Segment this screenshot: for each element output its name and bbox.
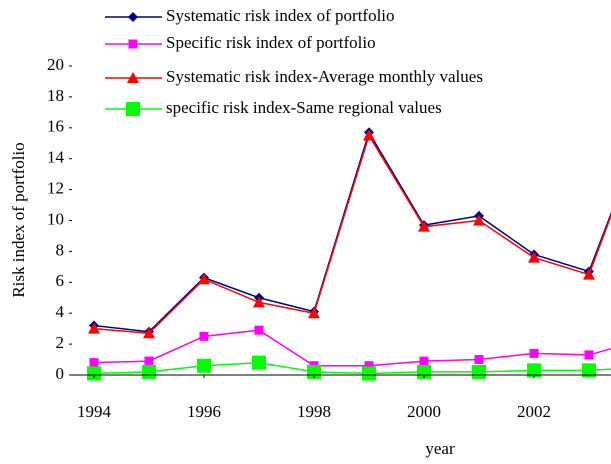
marker [128,39,138,49]
marker [473,214,485,226]
marker [198,273,210,285]
marker [528,251,540,263]
x-axis-label: year [425,439,455,458]
plot-area [87,127,611,381]
marker [126,102,140,116]
legend-label: specific risk index-Same regional values [166,98,442,117]
y-axis-label: Risk index of portfolio [9,142,28,297]
y-tick-label: 20 [47,55,64,74]
marker [472,364,486,379]
marker [88,322,100,334]
marker [127,72,139,83]
marker [89,358,99,368]
marker [143,327,155,339]
y-tick-label: 10 [47,209,64,228]
marker [364,361,374,371]
y-tick-label: 18 [47,86,64,105]
series-line [93,329,611,367]
marker [144,356,154,366]
legend-label: Systematic risk index of portfolio [166,6,395,25]
y-tick-label: 4 [56,302,65,321]
y-tick-label: 8 [56,240,65,259]
marker [253,296,265,308]
marker [254,325,264,335]
marker [199,331,209,341]
marker [583,268,595,280]
marker [252,355,266,370]
x-tick-label: 2002 [517,402,551,421]
marker [362,366,376,381]
legend-label: Systematic risk index-Average monthly va… [166,67,483,86]
y-tick-label: 6 [56,271,65,290]
marker [142,364,156,379]
legend-label: Specific risk index of portfolio [166,33,376,52]
marker [87,366,101,381]
y-tick-label: 0 [56,364,65,383]
series-line [93,130,611,333]
y-tick-label: 14 [47,148,65,167]
marker [308,307,320,319]
marker [363,129,375,141]
y-tick-label: 12 [47,179,64,198]
x-tick-label: 1994 [77,402,112,421]
x-tick-label: 1996 [187,402,221,421]
series-line [93,133,611,335]
x-tick-label: 1998 [297,402,331,421]
marker [474,355,484,365]
marker [418,220,430,232]
marker [527,363,541,378]
marker [529,348,539,358]
marker [582,363,596,378]
marker [419,356,429,366]
y-tick-label: 2 [56,333,65,352]
marker [584,350,594,360]
marker [128,12,138,22]
marker [197,358,211,373]
x-tick-label: 2000 [407,402,441,421]
y-tick-label: 16 [47,117,64,136]
